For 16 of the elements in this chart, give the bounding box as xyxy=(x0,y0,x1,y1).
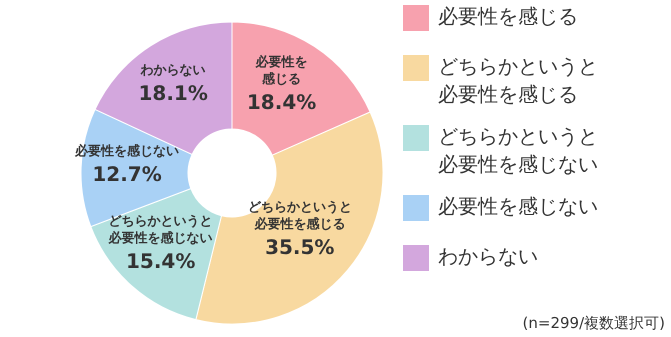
data-label: 12.7% xyxy=(92,162,162,186)
legend-label: わからない xyxy=(438,243,539,270)
data-label: 18.1% xyxy=(138,81,208,106)
slice-label: どちらかというと必要性を感じる xyxy=(246,199,353,234)
slice-label: 必要性を感じない xyxy=(74,142,180,160)
text: (n=299/複数選択可) xyxy=(522,314,665,333)
legend-label: 必要性を感じる xyxy=(438,3,579,30)
legend-label: どちらかというと必要性を感じない xyxy=(438,123,599,178)
slice-label: 必要性を感じる xyxy=(254,54,309,88)
legend-label: どちらかというと必要性を感じる xyxy=(438,53,599,108)
data-label: 15.4% xyxy=(126,248,196,273)
data-label: 35.5% xyxy=(265,235,334,260)
legend-label: 必要性を感じない xyxy=(438,193,599,220)
data-label: 18.4% xyxy=(246,90,316,114)
slice-label: わからない xyxy=(140,62,207,80)
slice-label: どちらかというと必要性を感じない xyxy=(107,212,214,247)
